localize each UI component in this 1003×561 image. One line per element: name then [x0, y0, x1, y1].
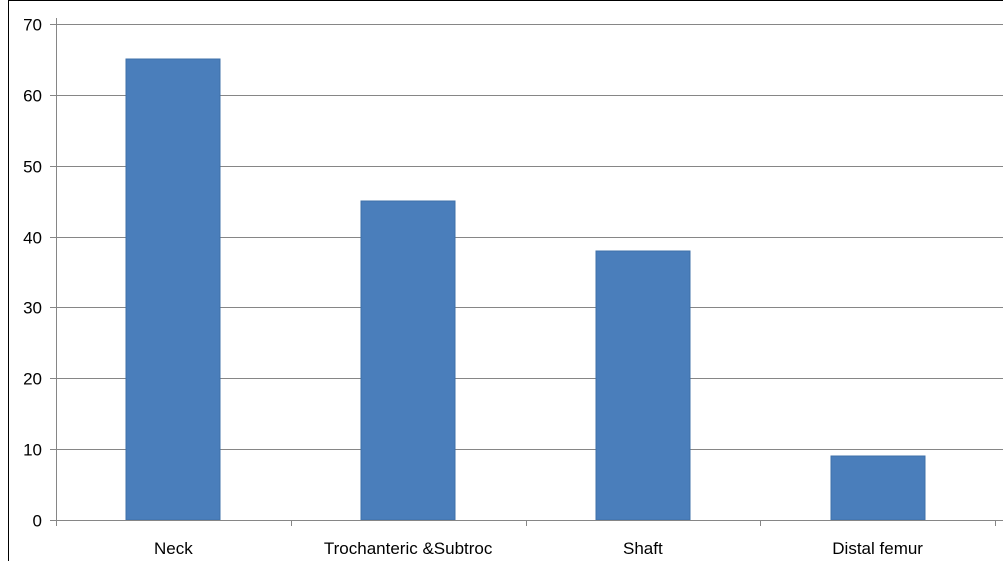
bar-trochanteric-subtroc — [360, 200, 456, 521]
y-tick-labels: 0 10 20 30 40 50 60 70 — [23, 16, 42, 531]
y-tick-label: 50 — [23, 158, 42, 177]
y-tick-label: 0 — [33, 512, 42, 531]
y-tick-label: 20 — [23, 370, 42, 389]
bar-shaft — [595, 250, 691, 521]
y-tick-label: 10 — [23, 441, 42, 460]
x-tick-label: Shaft — [623, 539, 663, 558]
x-tick-label: Trochanteric &Subtroc — [324, 539, 493, 558]
x-tick-label: Distal femur — [832, 539, 923, 558]
y-tick-label: 40 — [23, 229, 42, 248]
y-tick-label: 30 — [23, 299, 42, 318]
bar-neck — [125, 58, 221, 521]
y-tick-label: 70 — [23, 16, 42, 35]
axis-layer — [50, 18, 1003, 526]
x-tick-labels: Neck Trochanteric &Subtroc Shaft Distal fem… — [154, 539, 923, 558]
bar-distal-femur — [830, 455, 926, 521]
y-tick-label: 60 — [23, 87, 42, 106]
bars-layer — [125, 58, 926, 521]
x-tick-label: Neck — [154, 539, 193, 558]
